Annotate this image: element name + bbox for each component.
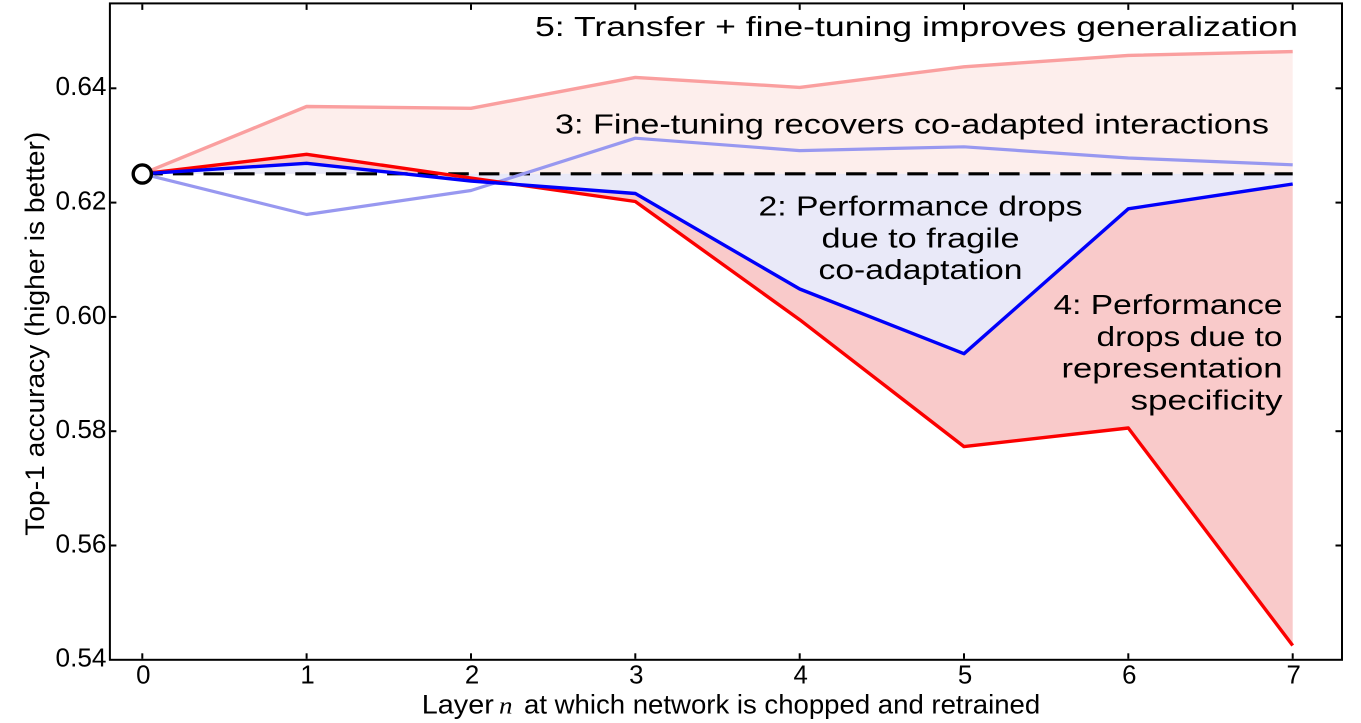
svg-text:due to fragile: due to fragile (822, 221, 1020, 253)
svg-text:Layer: Layer (422, 689, 494, 719)
svg-text:3: Fine-tuning recovers co-ada: 3: Fine-tuning recovers co-adapted inter… (555, 108, 1269, 140)
svg-text:n: n (499, 693, 513, 719)
svg-text:0.64: 0.64 (56, 73, 107, 101)
svg-text:5: 5 (958, 662, 972, 690)
svg-text:2: Performance drops: 2: Performance drops (759, 190, 1083, 222)
svg-text:6: 6 (1122, 662, 1136, 690)
svg-text:0.54: 0.54 (56, 645, 107, 673)
svg-text:1: 1 (300, 662, 314, 690)
svg-text:3: 3 (629, 662, 643, 690)
svg-text:4: 4 (794, 662, 808, 690)
svg-text:0.56: 0.56 (56, 530, 107, 558)
svg-text:representation: representation (1062, 352, 1283, 384)
svg-text:5: Transfer + fine-tuning impr: 5: Transfer + fine-tuning improves gener… (535, 10, 1298, 42)
svg-text:0.58: 0.58 (56, 416, 107, 444)
svg-text:7: 7 (1287, 662, 1301, 690)
svg-text:0: 0 (136, 662, 150, 690)
svg-text:0.60: 0.60 (56, 302, 107, 330)
svg-text:Top-1 accuracy (higher is bett: Top-1 accuracy (higher is better) (20, 132, 50, 536)
svg-text:2: 2 (465, 662, 479, 690)
svg-text:0.62: 0.62 (56, 188, 107, 216)
svg-text:drops due to: drops due to (1097, 320, 1283, 352)
svg-text:at which network is chopped an: at which network is chopped and retraine… (524, 689, 1040, 719)
svg-text:4: Performance: 4: Performance (1054, 288, 1283, 320)
svg-text:specificity: specificity (1131, 383, 1284, 415)
svg-text:co-adaptation: co-adaptation (819, 253, 1023, 285)
